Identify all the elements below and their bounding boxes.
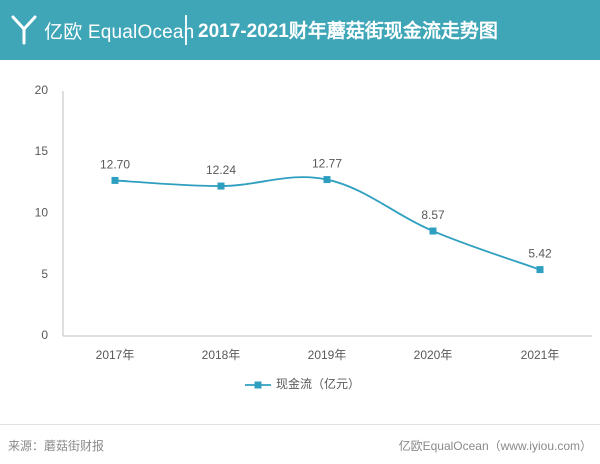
data-label: 12.77 [312,157,342,171]
legend-marker [254,381,262,389]
legend: 现金流（亿元） [245,376,360,391]
x-tick-label: 2018年 [202,348,241,362]
chart-title: 2017-2021财年蘑菇街现金流走势图 [198,21,498,42]
data-point [429,227,437,235]
y-tick-label: 0 [41,328,48,342]
legend-label: 现金流（亿元） [276,376,360,391]
x-tick-label: 2020年 [414,348,453,362]
credit-note: 亿欧EqualOcean（www.iyiou.com） [398,439,592,453]
equalocean-logo-icon [11,15,37,45]
y-tick-label: 15 [35,144,49,158]
brand-name: 亿欧 EqualOcean [44,22,195,43]
data-point [111,176,119,184]
data-label: 5.42 [528,247,552,261]
source-note: 来源：蘑菇街财报 [8,439,105,453]
series-line-cashflow [114,176,541,271]
data-label: 12.24 [206,163,236,177]
y-tick-label: 10 [35,206,49,220]
y-tick-label: 5 [41,267,48,281]
footer-divider [0,424,600,425]
data-point [323,176,331,184]
x-tick-label: 2019年 [308,348,347,362]
header-bar: 亿欧 EqualOcean 2017-2021财年蘑菇街现金流走势图 [0,0,600,60]
cashflow-line-chart: 0 5 10 15 20 2017年 2018年 2019年 2020年 202… [35,83,592,391]
header-divider [185,15,187,45]
data-label: 8.57 [421,208,445,222]
x-tick-label: 2021年 [521,348,560,362]
data-point [217,182,225,190]
y-tick-label: 20 [35,83,49,97]
x-tick-label: 2017年 [96,348,135,362]
data-point [536,266,544,274]
data-label: 12.70 [100,157,130,171]
